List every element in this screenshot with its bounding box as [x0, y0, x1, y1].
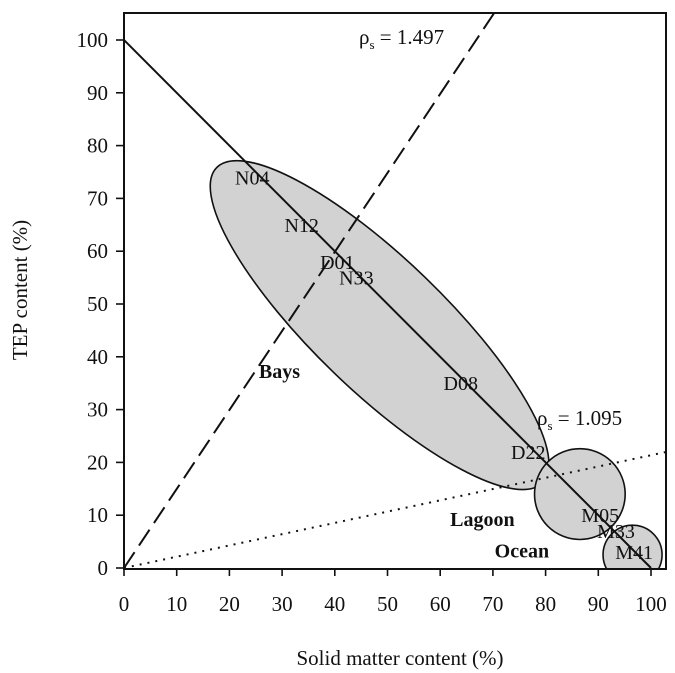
- point-label-n12: N12: [284, 215, 318, 237]
- y-tick-label: 50: [87, 292, 108, 316]
- x-tick-label: 80: [535, 592, 556, 616]
- point-label-n04: N04: [235, 167, 269, 189]
- y-tick-label: 80: [87, 134, 108, 158]
- plot-frame: [123, 12, 667, 570]
- region-label-bays: Bays: [259, 361, 300, 383]
- y-tick-label: 30: [87, 398, 108, 422]
- dashed-line: [124, 13, 496, 569]
- region-bays-ellipse: [209, 159, 550, 491]
- regions-layer: [209, 159, 663, 569]
- solid-line: [124, 39, 652, 569]
- point-label-m05: M05: [581, 505, 619, 527]
- x-tick-label: 20: [219, 592, 240, 616]
- x-tick-label: 30: [272, 592, 293, 616]
- region-ocean-ellipse: [602, 524, 663, 569]
- x-tick-label: 70: [482, 592, 503, 616]
- x-tick-label: 0: [119, 592, 130, 616]
- y-tick-label: 0: [98, 556, 109, 580]
- x-tick-label: 50: [377, 592, 398, 616]
- y-tick-label: 20: [87, 450, 108, 474]
- y-tick-label: 40: [87, 345, 108, 369]
- dotted-line-label: ρs = 1.095: [537, 406, 622, 433]
- point-label-n33: N33: [339, 268, 373, 290]
- point-label-d08: D08: [444, 373, 478, 395]
- x-tick-label: 10: [166, 592, 187, 616]
- point-label-m33: M33: [597, 521, 635, 543]
- lines-layer: [124, 13, 666, 569]
- region-lagoon-ellipse: [533, 447, 626, 541]
- ticks-layer: 0 10 20 30 40 50 60 70 80 90 100 0 10 20 30 40 50 60 70 80 9…: [77, 28, 667, 616]
- x-tick-label: 60: [430, 592, 451, 616]
- x-tick-label: 90: [588, 592, 609, 616]
- y-tick-label: 70: [87, 186, 108, 210]
- point-label-d22: D22: [511, 442, 545, 464]
- point-label-m41: M41: [615, 542, 653, 564]
- region-label-lagoon: Lagoon: [450, 509, 514, 531]
- dashed-line-label: ρs = 1.497: [359, 25, 444, 52]
- y-axis-title: TEP content (%): [8, 220, 32, 360]
- x-tick-label: 100: [635, 592, 667, 616]
- x-axis-title: Solid matter content (%): [296, 646, 503, 670]
- point-label-d01: D01: [320, 252, 354, 274]
- y-tick-label: 90: [87, 81, 108, 105]
- x-tick-label: 40: [324, 592, 345, 616]
- region-label-ocean: Ocean: [495, 540, 549, 562]
- y-tick-label: 100: [77, 28, 109, 52]
- y-tick-label: 10: [87, 503, 108, 527]
- y-tick-label: 60: [87, 239, 108, 263]
